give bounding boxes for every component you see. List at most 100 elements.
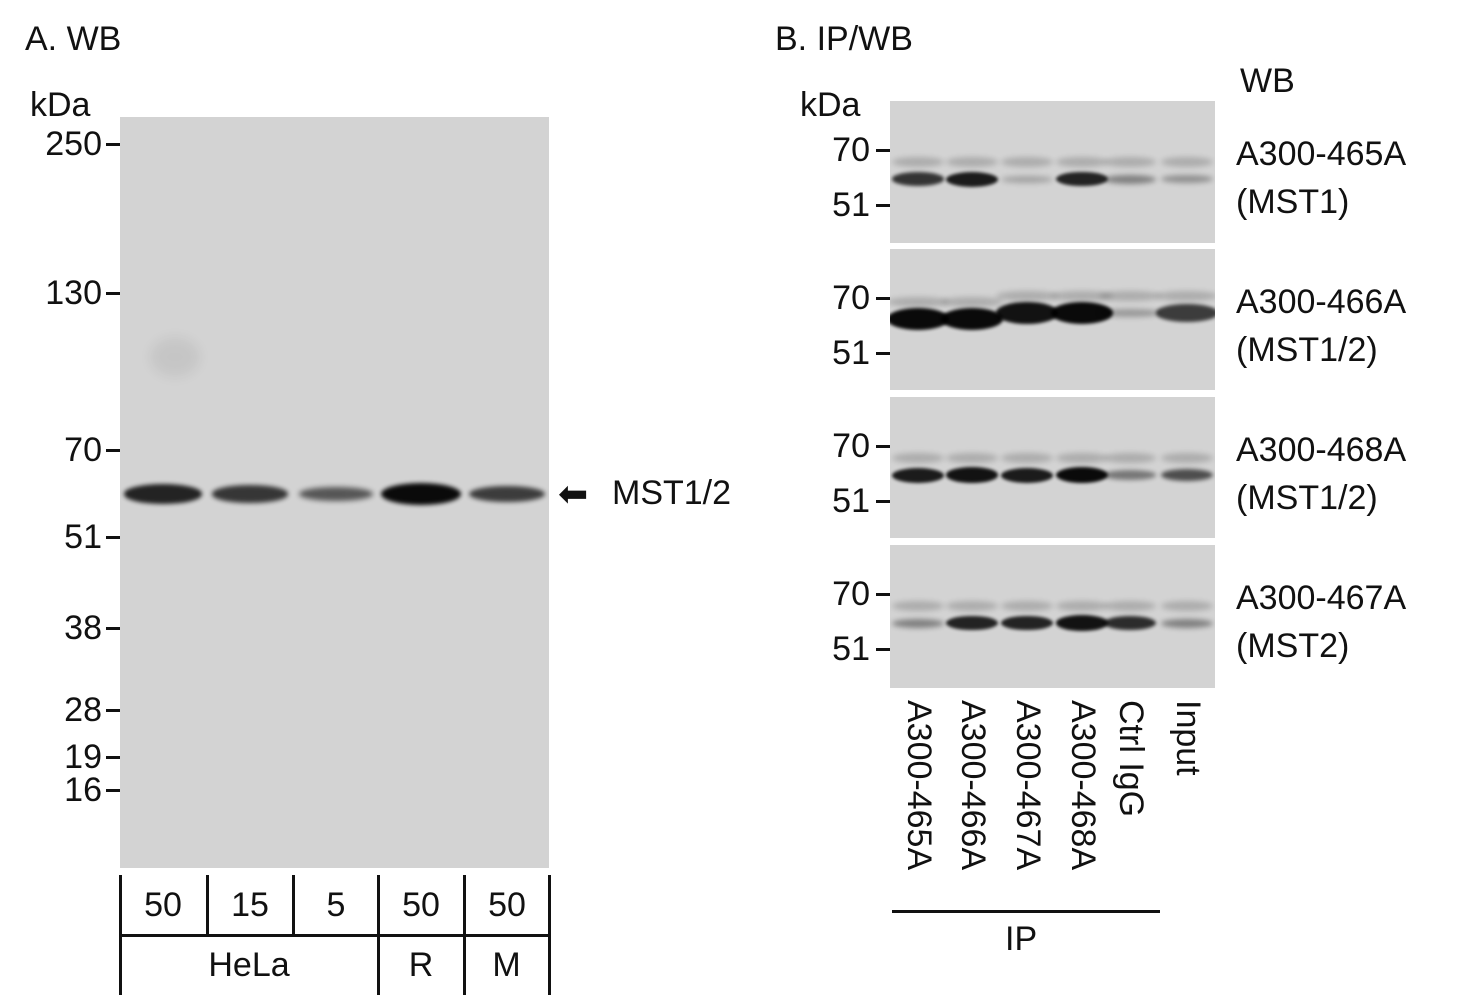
upper-band: [1161, 601, 1213, 611]
wb-antibody-label: A300-465A: [1236, 135, 1407, 173]
lane-amount: 50: [488, 886, 526, 924]
mw-tick: [876, 149, 890, 152]
mst-arrow-label: MST1/2: [612, 474, 732, 512]
protein-band: [1161, 175, 1213, 183]
upper-band: [1056, 157, 1108, 167]
upper-band: [946, 601, 998, 611]
ip-blot: [890, 397, 1215, 538]
mw-marker-label: 70: [64, 431, 102, 469]
protein-band: [946, 467, 998, 483]
upper-band: [996, 291, 1058, 301]
mw-marker-label: 51: [832, 630, 870, 668]
lane-amount: 50: [402, 886, 440, 924]
upper-band: [1001, 453, 1053, 463]
table-divider: [377, 875, 380, 935]
protein-band: [1104, 616, 1156, 630]
mw-marker-label: 51: [832, 186, 870, 224]
mw-tick: [876, 352, 890, 355]
protein-band: [941, 308, 1003, 330]
lane-amount: 5: [326, 886, 346, 924]
faint-band: [150, 337, 200, 377]
wb-target-label: (MST1/2): [1236, 479, 1378, 517]
mw-tick: [876, 445, 890, 448]
protein-band: [381, 483, 461, 505]
upper-band: [1056, 453, 1108, 463]
mw-marker-label: 70: [832, 279, 870, 317]
mw-tick: [106, 449, 120, 452]
ip-lane-label: Ctrl IgG: [1112, 700, 1150, 818]
table-divider: [377, 935, 380, 995]
protein-band: [1056, 615, 1108, 631]
protein-band: [892, 618, 944, 628]
mw-marker-label: 130: [45, 274, 102, 312]
mw-tick: [106, 756, 120, 759]
mw-tick: [106, 627, 120, 630]
mw-marker-label: 70: [832, 427, 870, 465]
mw-marker-label: 28: [64, 691, 102, 729]
upper-band: [941, 297, 1003, 307]
upper-band: [892, 157, 944, 167]
upper-band: [1001, 601, 1053, 611]
protein-band: [892, 172, 944, 186]
upper-band: [1156, 291, 1215, 301]
upper-band: [892, 601, 944, 611]
mw-tick: [876, 500, 890, 503]
protein-band: [1001, 615, 1053, 631]
table-divider: [292, 875, 295, 935]
upper-band: [1056, 601, 1108, 611]
protein-band: [946, 171, 998, 187]
mw-marker-label: 51: [64, 518, 102, 556]
table-divider: [206, 875, 209, 935]
table-divider: [119, 875, 122, 935]
mw-tick: [106, 789, 120, 792]
panel-b-title: B. IP/WB: [775, 20, 913, 58]
protein-band: [211, 485, 289, 503]
mw-tick: [106, 143, 120, 146]
mw-tick: [106, 709, 120, 712]
panel-a-kda-label: kDa: [30, 86, 91, 124]
mw-marker-label: 19: [64, 738, 102, 776]
mw-tick: [876, 204, 890, 207]
protein-band: [890, 308, 949, 330]
protein-band: [1051, 302, 1113, 324]
protein-band: [469, 485, 545, 503]
table-divider: [548, 875, 551, 935]
ip-lane-label: Input: [1169, 700, 1207, 776]
protein-band: [1001, 467, 1053, 483]
wb-target-label: (MST2): [1236, 627, 1350, 665]
upper-band: [1104, 157, 1156, 167]
upper-band: [1001, 157, 1053, 167]
upper-band: [1161, 453, 1213, 463]
wb-target-label: (MST1/2): [1236, 331, 1378, 369]
upper-band: [1104, 601, 1156, 611]
ip-blot: [890, 249, 1215, 390]
upper-band: [1099, 291, 1161, 301]
mw-marker-label: 250: [45, 125, 102, 163]
ip-lane-label: A300-466A: [954, 700, 992, 871]
ip-lane-label: A300-468A: [1064, 700, 1102, 871]
protein-band: [1104, 174, 1156, 184]
lane-amount: 15: [231, 886, 269, 924]
mw-tick: [876, 297, 890, 300]
mw-marker-label: 70: [832, 131, 870, 169]
lane-amount: 50: [144, 886, 182, 924]
protein-band: [1161, 618, 1213, 628]
wb-target-label: (MST1): [1236, 183, 1350, 221]
cell-line-label: R: [408, 946, 434, 984]
protein-band: [1099, 308, 1161, 318]
table-divider: [463, 875, 466, 935]
upper-band: [892, 453, 944, 463]
protein-band: [1056, 171, 1108, 187]
wb-antibody-label: A300-467A: [1236, 579, 1407, 617]
panel-a-title: A. WB: [25, 20, 122, 58]
protein-band: [1056, 467, 1108, 483]
ip-lane-label: A300-465A: [900, 700, 938, 871]
wb-header: WB: [1240, 62, 1295, 100]
mw-tick: [106, 536, 120, 539]
mw-marker-label: 51: [832, 334, 870, 372]
protein-band: [946, 615, 998, 631]
cell-line-label: M: [492, 946, 521, 984]
wb-antibody-label: A300-468A: [1236, 431, 1407, 469]
table-divider: [548, 935, 551, 995]
